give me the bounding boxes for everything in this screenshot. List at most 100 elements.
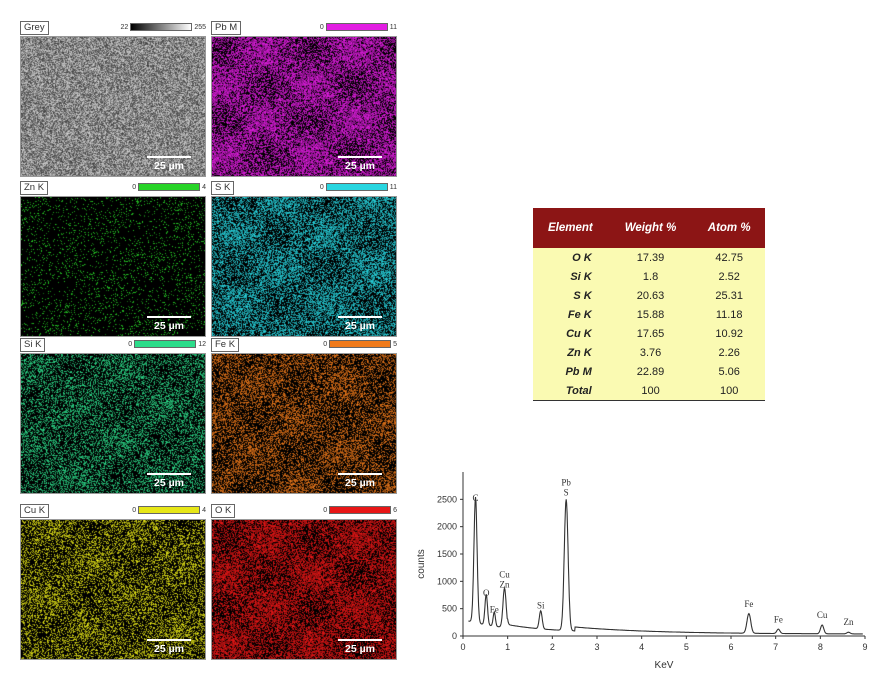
x-tick-label: 5 bbox=[684, 642, 689, 652]
table-row: Zn K 3.76 2.26 bbox=[533, 343, 765, 362]
atom-cell: 10.92 bbox=[693, 324, 765, 343]
grey-sem-image: 25 µm bbox=[20, 36, 206, 177]
atom-cell: 2.52 bbox=[693, 267, 765, 286]
element-cell: Total bbox=[533, 381, 608, 401]
table-row: Cu K 17.65 10.92 bbox=[533, 324, 765, 343]
element-cell: Cu K bbox=[533, 324, 608, 343]
x-tick-label: 2 bbox=[550, 642, 555, 652]
table-row: Fe K 15.88 11.18 bbox=[533, 305, 765, 324]
peak-label: Si bbox=[537, 601, 545, 611]
scale-max: 255 bbox=[194, 23, 206, 31]
scale-bar: 25 µm bbox=[147, 639, 191, 655]
scale-max: 4 bbox=[202, 183, 206, 191]
element-cell: Fe K bbox=[533, 305, 608, 324]
map-label: O K bbox=[211, 504, 236, 518]
scale-max: 11 bbox=[389, 183, 397, 191]
table-row: O K 17.39 42.75 bbox=[533, 248, 765, 267]
atom-cell: 11.18 bbox=[693, 305, 765, 324]
map-label: Si K bbox=[20, 338, 46, 352]
s-map-image: 25 µm bbox=[211, 196, 397, 337]
element-cell: O K bbox=[533, 248, 608, 267]
scale-bar-color bbox=[325, 23, 388, 31]
x-tick-label: 3 bbox=[594, 642, 599, 652]
weight-cell: 22.89 bbox=[607, 362, 694, 381]
x-tick-label: 7 bbox=[773, 642, 778, 652]
composition-table: Element Weight % Atom % O K 17.39 42.75 Si… bbox=[533, 208, 765, 401]
map-panel: Si K 0 12 25 µm bbox=[20, 338, 206, 494]
scale-max: 11 bbox=[389, 23, 397, 31]
table-header: Element bbox=[533, 208, 608, 248]
intensity-scale: 0 11 bbox=[320, 182, 397, 192]
y-tick-label: 0 bbox=[452, 631, 457, 641]
map-label: Grey bbox=[20, 21, 49, 35]
y-tick-label: 2000 bbox=[437, 522, 457, 532]
eds-spectrum-chart: 0 500 1000 1500 2000 2500 0 1 2 3 4 5 6 7 8 9 KeV counts C… bbox=[416, 472, 868, 671]
scale-bar-color bbox=[138, 506, 201, 514]
atom-cell: 25.31 bbox=[693, 286, 765, 305]
map-panel: S K 0 11 25 µm bbox=[211, 181, 397, 337]
table-row: Si K 1.8 2.52 bbox=[533, 267, 765, 286]
map-label: Pb M bbox=[211, 21, 242, 35]
spectrum-line bbox=[468, 496, 863, 635]
pb-map-image: 25 µm bbox=[211, 36, 397, 177]
weight-cell: 20.63 bbox=[607, 286, 694, 305]
table-row: Total 100 100 bbox=[533, 381, 765, 401]
peak-label: Cu bbox=[499, 569, 510, 579]
weight-cell: 17.39 bbox=[607, 248, 694, 267]
map-label: Fe K bbox=[211, 338, 240, 352]
y-tick-label: 1500 bbox=[437, 549, 457, 559]
element-cell: Zn K bbox=[533, 343, 608, 362]
scale-bar: 25 µm bbox=[338, 473, 382, 489]
intensity-scale: 22 255 bbox=[121, 22, 206, 32]
y-tick-label: 2500 bbox=[437, 494, 457, 504]
peak-label: Fe bbox=[744, 599, 753, 609]
map-label: S K bbox=[211, 181, 235, 195]
peak-label: Fe bbox=[490, 605, 499, 615]
scale-min: 0 bbox=[323, 340, 328, 348]
atom-cell: 100 bbox=[693, 381, 765, 401]
peak-label: C bbox=[472, 493, 478, 503]
x-tick-label: 4 bbox=[639, 642, 644, 652]
scale-bar: 25 µm bbox=[338, 156, 382, 172]
peak-label: Fe bbox=[774, 614, 783, 624]
map-label: Zn K bbox=[20, 181, 49, 195]
scale-bar-color bbox=[138, 183, 201, 191]
scale-bar-color bbox=[329, 506, 392, 514]
y-tick-label: 1000 bbox=[437, 576, 457, 586]
scale-bar: 25 µm bbox=[338, 316, 382, 332]
scale-min: 0 bbox=[128, 340, 133, 348]
weight-cell: 100 bbox=[607, 381, 694, 401]
scale-bar-color bbox=[329, 340, 392, 348]
scale-bar-color bbox=[134, 340, 197, 348]
scale-min: 0 bbox=[319, 23, 324, 31]
intensity-scale: 0 12 bbox=[128, 339, 206, 349]
map-panel: Grey 22 255 25 µm bbox=[20, 21, 206, 177]
peak-label: Pb bbox=[561, 478, 571, 488]
scale-max: 4 bbox=[202, 506, 206, 514]
y-axis-label: counts bbox=[416, 549, 427, 578]
atom-cell: 5.06 bbox=[693, 362, 765, 381]
peak-label: Cu bbox=[817, 610, 828, 620]
scale-max: 6 bbox=[393, 506, 397, 514]
y-tick-label: 500 bbox=[442, 604, 457, 614]
table-header: Atom % bbox=[693, 208, 765, 248]
scale-bar: 25 µm bbox=[147, 473, 191, 489]
atom-cell: 42.75 bbox=[693, 248, 765, 267]
weight-cell: 15.88 bbox=[607, 305, 694, 324]
weight-cell: 17.65 bbox=[607, 324, 694, 343]
scale-max: 12 bbox=[198, 340, 206, 348]
intensity-scale: 0 11 bbox=[320, 22, 397, 32]
zn-map-image: 25 µm bbox=[20, 196, 206, 337]
table-row: Pb M 22.89 5.06 bbox=[533, 362, 765, 381]
scale-min: 0 bbox=[323, 506, 328, 514]
atom-cell: 2.26 bbox=[693, 343, 765, 362]
scale-bar-color bbox=[130, 23, 193, 31]
x-tick-label: 9 bbox=[862, 642, 867, 652]
